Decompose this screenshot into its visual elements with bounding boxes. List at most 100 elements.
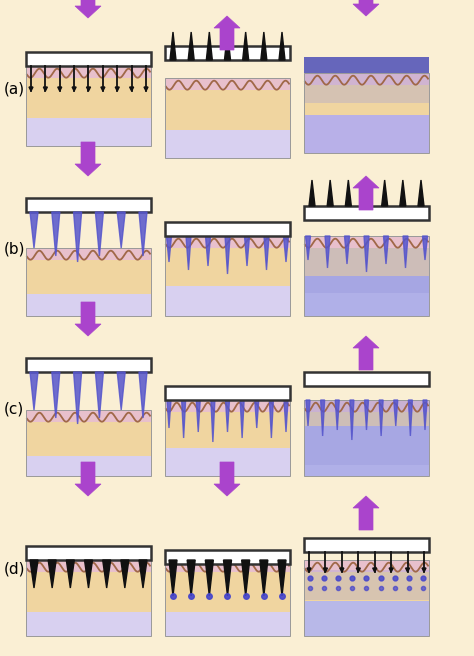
Bar (26, 66, 151, 146)
Polygon shape (327, 180, 333, 206)
Bar (165, 560, 290, 636)
Polygon shape (121, 560, 129, 588)
Polygon shape (278, 560, 286, 596)
Polygon shape (206, 236, 210, 266)
Bar (304, 276, 429, 316)
Polygon shape (95, 372, 103, 418)
Polygon shape (44, 87, 47, 91)
Bar (26, 560, 151, 636)
Polygon shape (95, 212, 103, 256)
Polygon shape (240, 400, 244, 438)
Bar (165, 222, 290, 236)
Polygon shape (139, 560, 147, 588)
Polygon shape (260, 560, 268, 596)
Bar (165, 550, 290, 564)
Bar (304, 248, 429, 293)
Polygon shape (169, 560, 177, 596)
Bar (26, 248, 151, 316)
Bar (165, 236, 290, 316)
Polygon shape (139, 372, 147, 418)
Bar (26, 248, 151, 260)
Polygon shape (346, 180, 351, 206)
Bar (165, 386, 290, 400)
Bar (26, 410, 151, 476)
Text: (b): (b) (4, 242, 26, 257)
Bar (304, 236, 429, 316)
Polygon shape (269, 400, 273, 438)
Polygon shape (144, 87, 148, 91)
Bar (304, 400, 429, 476)
Polygon shape (52, 212, 60, 256)
Polygon shape (383, 236, 389, 264)
Polygon shape (214, 16, 240, 50)
Bar (165, 400, 290, 476)
Polygon shape (261, 32, 267, 60)
Polygon shape (226, 400, 229, 432)
Polygon shape (403, 236, 408, 268)
Bar (165, 236, 290, 248)
Bar (304, 400, 429, 476)
Polygon shape (306, 236, 310, 260)
Bar (304, 236, 429, 316)
Polygon shape (422, 236, 428, 260)
Text: (a): (a) (4, 82, 25, 97)
Polygon shape (86, 87, 91, 91)
Bar (165, 236, 290, 316)
Polygon shape (188, 32, 194, 60)
Polygon shape (340, 568, 344, 572)
Polygon shape (72, 87, 76, 91)
Polygon shape (353, 336, 379, 370)
Polygon shape (139, 212, 147, 256)
Bar (304, 57, 429, 73)
Polygon shape (345, 236, 349, 264)
Polygon shape (279, 32, 285, 60)
Bar (26, 248, 151, 316)
Polygon shape (382, 180, 388, 206)
Bar (165, 448, 290, 476)
Polygon shape (353, 176, 379, 210)
Bar (304, 560, 429, 636)
Bar (304, 115, 429, 153)
Polygon shape (224, 560, 231, 596)
Polygon shape (170, 32, 176, 60)
Polygon shape (389, 568, 393, 572)
Text: (d): (d) (4, 562, 26, 577)
Polygon shape (75, 462, 101, 496)
Bar (304, 73, 429, 153)
Polygon shape (255, 400, 259, 428)
Polygon shape (245, 236, 249, 266)
Bar (304, 236, 429, 248)
Polygon shape (187, 560, 195, 596)
Bar (26, 294, 151, 316)
Bar (165, 560, 290, 636)
Bar (26, 198, 151, 212)
Polygon shape (356, 568, 360, 572)
Polygon shape (373, 568, 377, 572)
Bar (26, 410, 151, 422)
Bar (26, 456, 151, 476)
Polygon shape (365, 400, 368, 430)
Bar (304, 400, 429, 465)
Polygon shape (84, 560, 92, 588)
Polygon shape (58, 87, 62, 91)
Polygon shape (283, 236, 289, 262)
Polygon shape (423, 400, 427, 430)
Polygon shape (182, 400, 186, 438)
Polygon shape (325, 236, 330, 268)
Bar (304, 372, 429, 386)
Bar (26, 546, 151, 560)
Polygon shape (186, 236, 191, 270)
Bar (26, 560, 151, 572)
Bar (26, 560, 151, 636)
Polygon shape (117, 212, 125, 248)
Polygon shape (400, 180, 406, 206)
Text: (c): (c) (4, 402, 24, 417)
Bar (304, 560, 429, 636)
Bar (304, 73, 429, 103)
Polygon shape (73, 372, 82, 424)
Polygon shape (320, 400, 325, 436)
Bar (304, 400, 429, 412)
Polygon shape (284, 400, 288, 432)
Polygon shape (306, 400, 310, 426)
Polygon shape (364, 180, 370, 206)
